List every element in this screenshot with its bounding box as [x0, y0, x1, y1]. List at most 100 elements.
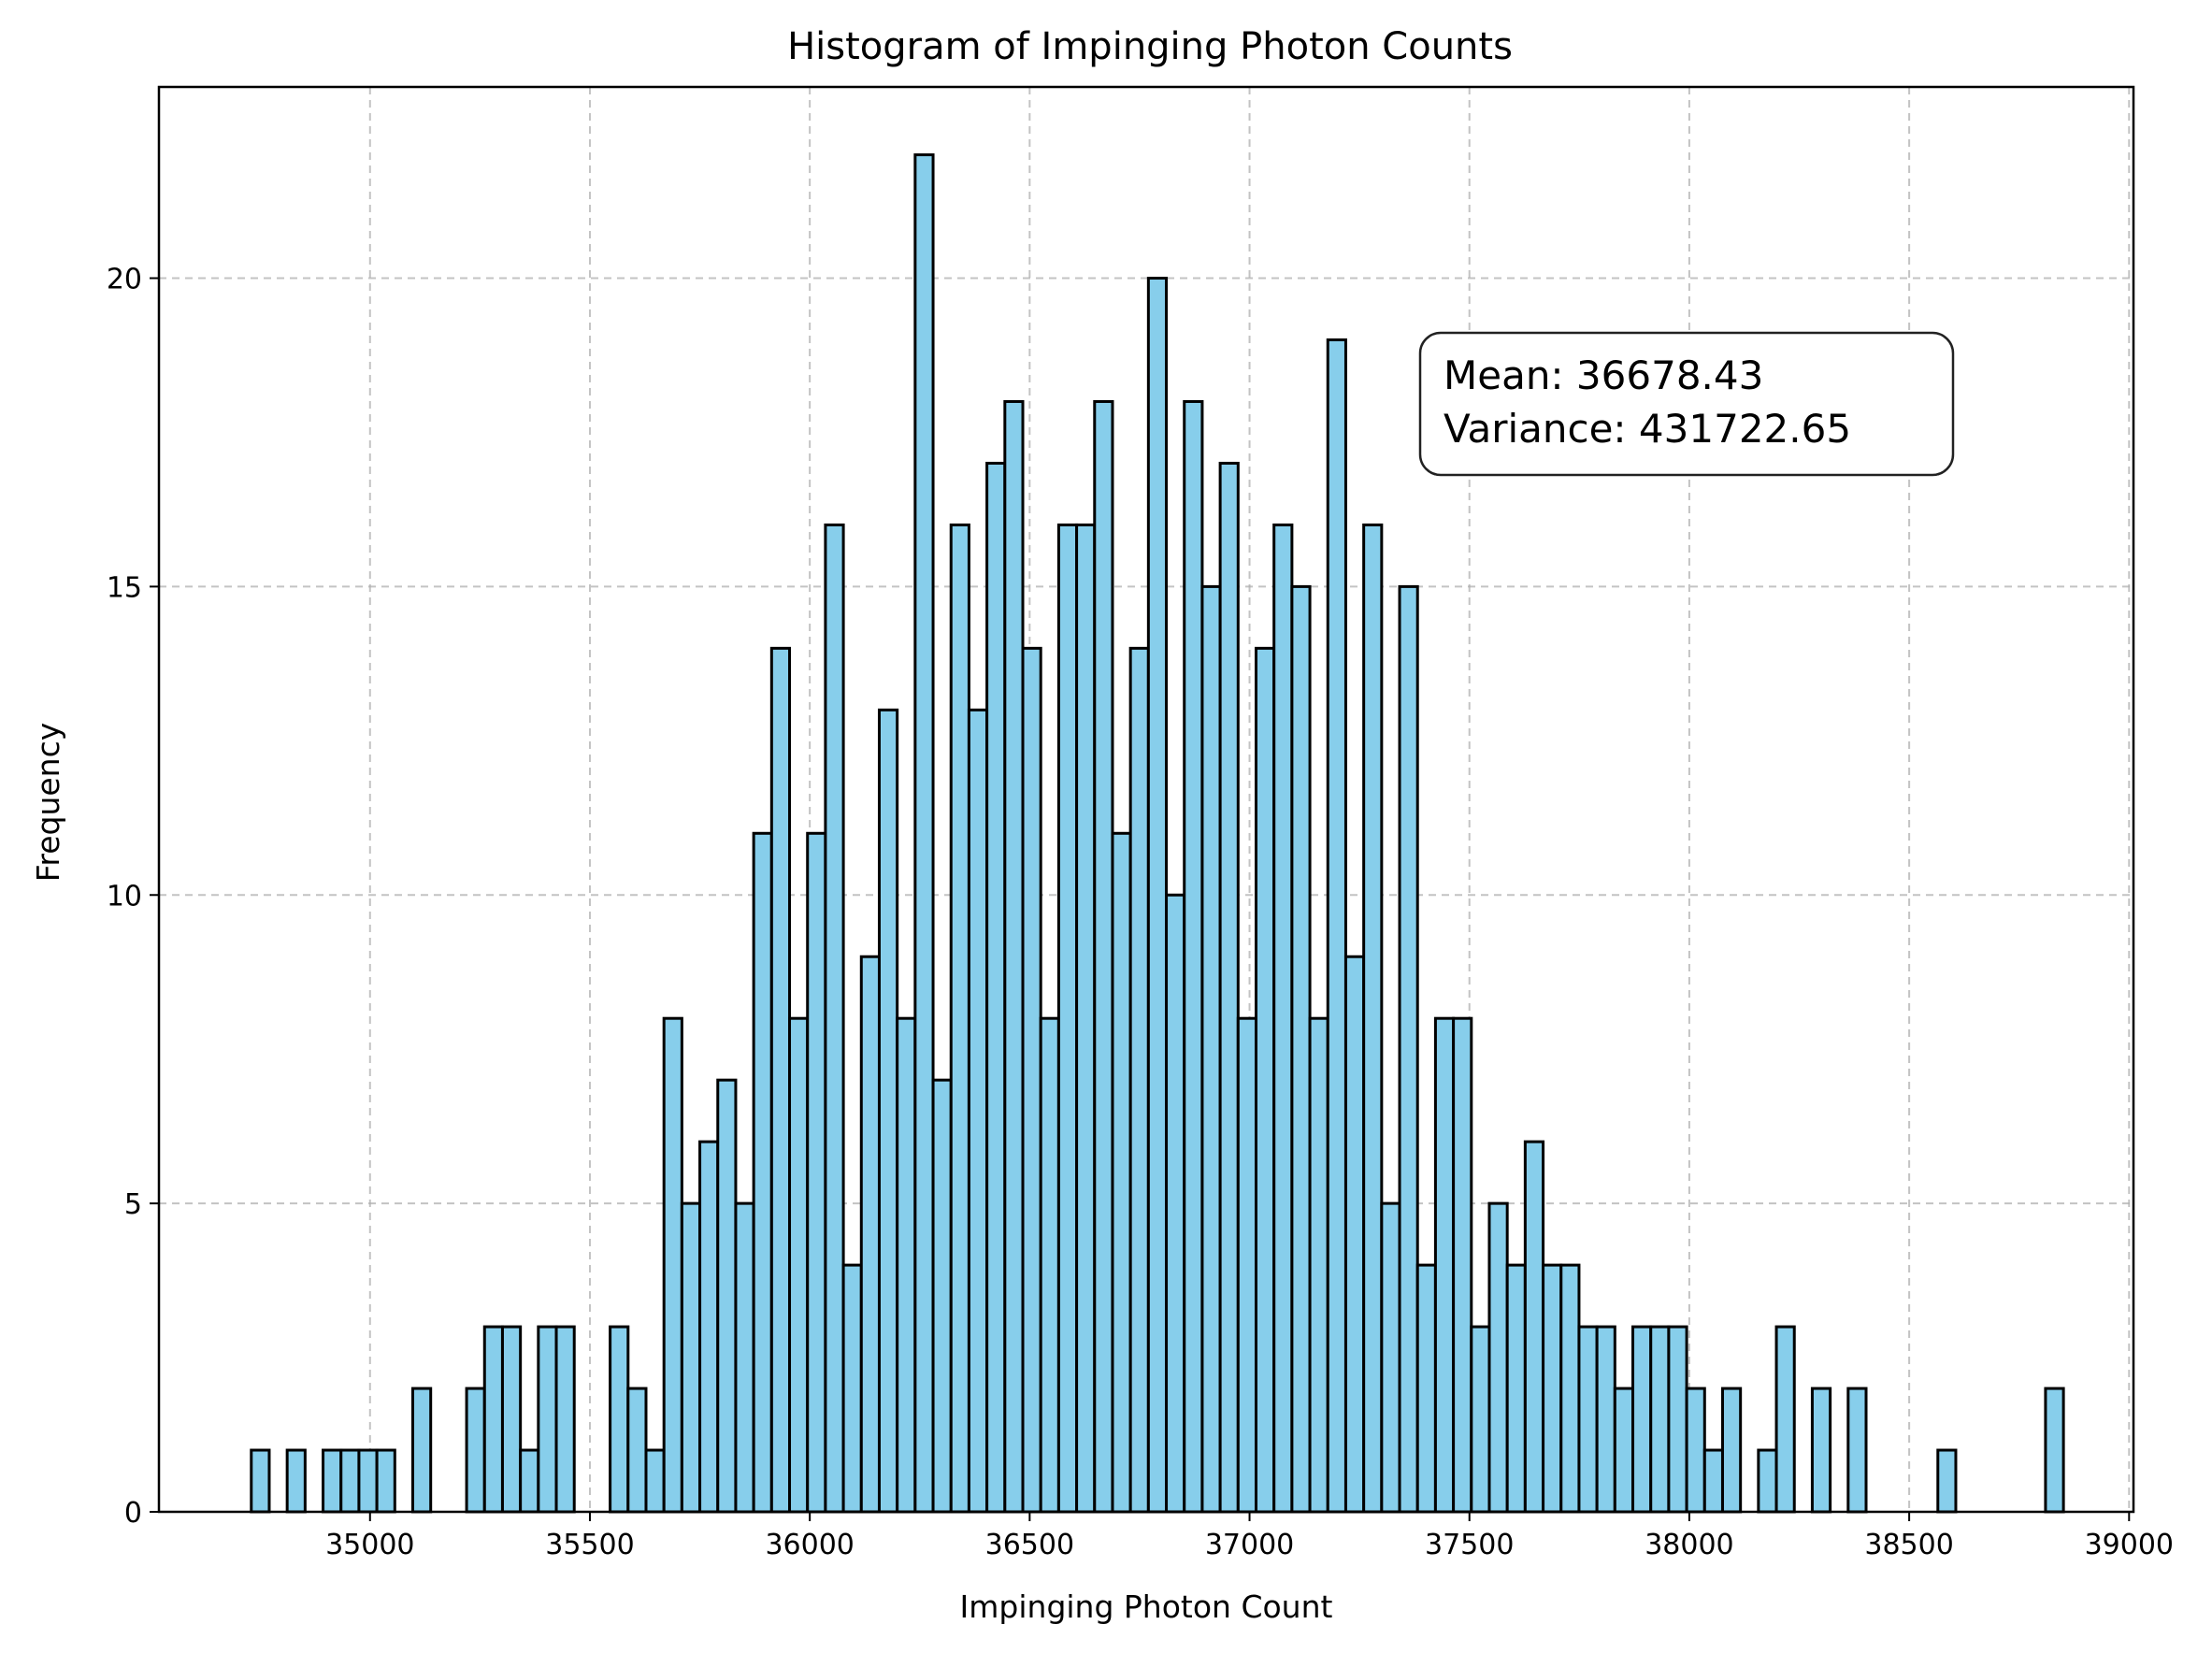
- histogram-bar: [1505, 1263, 1527, 1514]
- histogram-bar: [339, 1448, 361, 1514]
- histogram-bar: [1039, 1016, 1060, 1514]
- histogram-bar: [1487, 1201, 1509, 1514]
- histogram-bar: [1200, 584, 1222, 1514]
- histogram-bar: [1720, 1387, 1743, 1514]
- histogram-bar: [1075, 523, 1097, 1514]
- histogram-bar: [734, 1201, 755, 1514]
- y-tick-label: 10: [107, 880, 142, 913]
- x-tick-label: 36000: [765, 1529, 854, 1561]
- histogram-bar: [931, 1078, 953, 1514]
- histogram-bar: [662, 1016, 683, 1514]
- histogram-bar: [1272, 523, 1294, 1514]
- histogram-bar: [1685, 1387, 1706, 1514]
- histogram-bar: [788, 1016, 810, 1514]
- histogram-bar: [519, 1448, 540, 1514]
- histogram-bar: [1093, 399, 1114, 1514]
- histogram-bar: [1613, 1387, 1635, 1514]
- histogram-bar: [698, 1140, 720, 1514]
- histogram-bar: [1021, 646, 1042, 1514]
- histogram-bar: [896, 1016, 917, 1514]
- plot-frame: [157, 85, 2135, 1514]
- histogram-bar: [1559, 1263, 1581, 1514]
- histogram-bar: [752, 831, 773, 1514]
- histogram-bar: [1056, 523, 1079, 1514]
- histogram-bar: [1542, 1263, 1563, 1514]
- histogram-bar: [1757, 1448, 1778, 1514]
- histogram-bar: [322, 1448, 343, 1514]
- histogram-bar: [285, 1448, 307, 1514]
- histogram-bar: [769, 646, 792, 1514]
- histogram-bar: [1003, 399, 1025, 1514]
- histogram-bar: [1452, 1016, 1473, 1514]
- histogram-bar: [1380, 1201, 1401, 1514]
- histogram-bar: [537, 1325, 558, 1514]
- histogram-bar: [1649, 1325, 1671, 1514]
- histogram-bar: [1702, 1448, 1724, 1514]
- histogram-bar: [644, 1448, 666, 1514]
- histogram-bar: [554, 1325, 576, 1514]
- annotation-variance: Variance: 431722.65: [1444, 406, 1851, 452]
- histogram-bar: [949, 523, 970, 1514]
- y-tick-label: 20: [107, 264, 142, 296]
- histogram-bar: [1523, 1140, 1545, 1514]
- histogram-bar: [859, 955, 881, 1514]
- y-axis-ticks: 0 5 10 15 20: [107, 264, 159, 1530]
- histogram-bar: [1128, 646, 1150, 1514]
- histogram-bar: [482, 1325, 504, 1514]
- x-tick-label: 37000: [1205, 1529, 1294, 1561]
- histogram-bar: [841, 1263, 863, 1514]
- histogram-bar: [1595, 1325, 1616, 1514]
- histogram-bar: [1308, 1016, 1329, 1514]
- histogram-bar: [1415, 1263, 1437, 1514]
- histogram-bars: [250, 153, 2065, 1514]
- histogram-bar: [1846, 1387, 1868, 1514]
- y-tick-label: 5: [124, 1188, 142, 1221]
- histogram-bar: [806, 831, 827, 1514]
- histogram-bar: [1183, 399, 1204, 1514]
- x-axis-ticks: 35000 35500 36000 36500 37000 37500 38000 38500…: [325, 1512, 2174, 1561]
- annotation-mean: Mean: 36678.43: [1444, 352, 1763, 398]
- x-tick-label: 37500: [1425, 1529, 1514, 1561]
- histogram-bar: [1433, 1016, 1456, 1514]
- annotation-box-frame: [1418, 331, 1955, 477]
- x-tick-label: 36500: [985, 1529, 1074, 1561]
- histogram-bar: [1326, 338, 1347, 1514]
- histogram-bar: [1218, 461, 1240, 1514]
- histogram-bar: [1577, 1325, 1599, 1514]
- histogram-bar: [1774, 1325, 1796, 1514]
- histogram-bar: [1255, 646, 1276, 1514]
- histogram-bar: [609, 1325, 630, 1514]
- histogram-bar: [500, 1325, 523, 1514]
- x-tick-label: 35000: [325, 1529, 414, 1561]
- histogram-bar: [1111, 831, 1132, 1514]
- histogram-bar: [1290, 584, 1312, 1514]
- histogram-bar: [626, 1387, 648, 1514]
- histogram-bar: [1146, 277, 1169, 1514]
- histogram-bar: [1343, 955, 1366, 1514]
- histogram-bar: [2044, 1387, 2065, 1514]
- histogram-bar: [1398, 584, 1419, 1514]
- histogram-bar: [375, 1448, 396, 1514]
- stats-annotation: Mean: 36678.43 Variance: 431722.65: [1418, 331, 1955, 477]
- histogram-bar: [1470, 1325, 1491, 1514]
- histogram-bar: [1810, 1387, 1832, 1514]
- y-axis-label: Frequency: [30, 723, 66, 882]
- chart-title: Histogram of Impinging Photon Counts: [787, 25, 1513, 68]
- y-tick-label: 15: [107, 571, 142, 604]
- x-axis-label: Impinging Photon Count: [960, 1588, 1333, 1625]
- histogram-bar: [357, 1448, 379, 1514]
- y-tick-label: 0: [124, 1497, 142, 1530]
- histogram-bar: [1236, 1016, 1258, 1514]
- x-tick-label: 38000: [1645, 1529, 1733, 1561]
- x-tick-label: 35500: [545, 1529, 634, 1561]
- histogram-bar: [465, 1387, 486, 1514]
- x-tick-label: 39000: [2085, 1529, 2174, 1561]
- histogram-bar: [411, 1387, 433, 1514]
- histogram-bar: [716, 1078, 738, 1514]
- histogram-bar: [877, 708, 899, 1514]
- histogram-bar: [680, 1201, 702, 1514]
- histogram-bar: [985, 461, 1007, 1514]
- histogram-bar: [1667, 1325, 1688, 1514]
